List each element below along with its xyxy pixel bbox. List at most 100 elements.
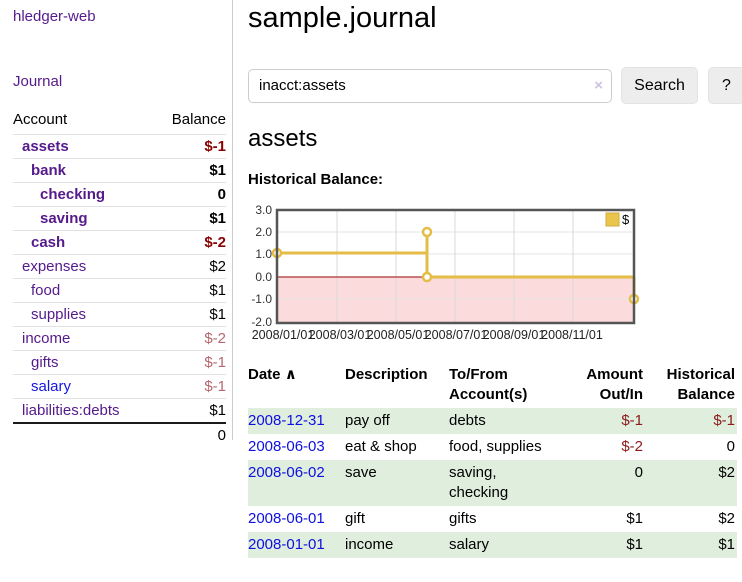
chart-title: Historical Balance: [248,171,384,188]
account-row-bank: bank $1 [13,158,226,182]
description-column-header: Description [345,366,428,383]
register-row[interactable]: 2008-01-01 income salary $1 $1 [248,532,737,558]
account-row-saving: saving $1 [13,206,226,230]
transaction-amount: 0 [561,460,645,506]
register-row[interactable]: 2008-06-03 eat & shop food, supplies $-2… [248,434,737,460]
account-row-assets: assets $-1 [13,134,226,158]
svg-text:2.0: 2.0 [255,225,272,239]
chart-negative-region [278,277,634,323]
transaction-balance: $1 [645,532,737,558]
account-balance: $1 [209,162,226,179]
chart-vertical-grid [336,210,574,323]
search-button[interactable]: Search [621,67,698,104]
account-link[interactable]: salary [31,378,72,395]
account-balance: $-2 [204,234,226,251]
app-brand-link[interactable]: hledger-web [13,8,96,25]
account-balance-table: Account Balance assets $-1 bank $1 check… [13,111,226,447]
transaction-balance: $-1 [645,408,737,434]
transaction-amount: $-1 [561,408,645,434]
amount-column-header: Amount Out/In [586,366,643,403]
account-link[interactable]: income [22,330,71,347]
chart-border [275,208,636,325]
sort-asc-icon: ∧ [284,366,297,383]
legend-label: $ [622,212,630,227]
account-row-checking: checking 0 [13,182,226,206]
transaction-date-link[interactable]: 2008-01-01 [248,536,325,553]
register-row[interactable]: 2008-12-31 pay off debts $-1 $-1 [248,408,737,434]
historical-balance-chart[interactable]: $ 3.0 2.0 1.0 0.0 -1.0 -2.0 2008/01/01 2… [242,198,742,348]
y-axis-ticks: 3.0 2.0 1.0 0.0 -1.0 -2.0 [251,203,272,329]
svg-text:2008/11/01: 2008/11/01 [541,328,603,342]
transaction-balance: 0 [726,438,735,455]
account-link[interactable]: assets [22,138,69,155]
accounts-column-header: To/From Account(s) [449,366,528,403]
register-row[interactable]: 2008-06-01 gift gifts $1 $2 [248,506,737,532]
transaction-balance: $2 [718,510,735,527]
account-row-supplies: supplies $1 [13,302,226,326]
account-link[interactable]: liabilities:debts [22,402,120,419]
svg-text:3.0: 3.0 [255,203,272,217]
transaction-balance: $2 [645,460,737,506]
transaction-date-link[interactable]: 2008-06-03 [248,438,325,455]
svg-text:2008/09/01: 2008/09/01 [483,328,546,342]
sidebar-item-journal[interactable]: Journal [13,73,63,90]
account-link[interactable]: checking [40,186,106,203]
account-column-header: Account [13,111,68,128]
transaction-description: gift [345,510,366,527]
svg-text:2008/05/01: 2008/05/01 [367,328,430,342]
account-link[interactable]: cash [31,234,66,251]
transaction-date-link[interactable]: 2008-06-02 [248,464,325,481]
account-balance: $-1 [204,138,226,155]
transaction-description: pay off [345,408,449,434]
x-axis-ticks: 2008/01/01 2008/03/01 2008/05/01 2008/07… [252,328,603,342]
account-balance: $1 [209,306,226,323]
transaction-description: income [345,532,449,558]
help-button[interactable]: ? [708,67,742,104]
account-balance: $1 [209,210,226,227]
transaction-description: save [345,460,449,506]
account-link[interactable]: bank [31,162,67,179]
balance-column-header: Balance [171,111,226,128]
date-column-header[interactable]: Date ∧ [248,366,297,383]
account-link[interactable]: food [31,282,61,299]
account-total-row: 0 [13,422,226,447]
account-link[interactable]: gifts [31,354,59,371]
account-balance: $-2 [204,330,226,347]
transaction-accounts: food, supplies [449,438,542,455]
account-link[interactable]: expenses [22,258,87,275]
svg-text:2008/07/01: 2008/07/01 [425,328,488,342]
search-input[interactable] [248,68,612,103]
svg-text:2008/03/01: 2008/03/01 [309,328,372,342]
svg-text:1.0: 1.0 [255,247,272,261]
transaction-date-link[interactable]: 2008-12-31 [248,412,325,429]
account-row-gifts: gifts $-1 [13,350,226,374]
register-header-row: Date ∧ Description To/From Account(s) Am… [248,362,737,408]
transaction-accounts: salary [449,532,561,558]
register-row[interactable]: 2008-06-02 save saving, checking 0 $2 [248,460,737,506]
transaction-accounts: saving, checking [449,460,561,506]
page-title: sample.journal [248,2,437,34]
svg-text:-1.0: -1.0 [251,292,272,306]
account-row-salary: salary $-1 [13,374,226,398]
account-row-cash: cash $-2 [13,230,226,254]
register-table: Date ∧ Description To/From Account(s) Am… [248,362,737,558]
account-balance: 0 [217,186,226,203]
account-total-balance: 0 [217,427,226,444]
svg-text:0.0: 0.0 [255,270,272,284]
legend-swatch-icon [605,212,620,227]
account-row-liabilities-debts: liabilities:debts $1 [13,398,226,422]
transaction-amount: $1 [626,510,643,527]
account-balance: $1 [209,282,226,299]
account-balance: $1 [209,402,226,419]
clear-search-icon[interactable]: × [594,76,603,94]
transaction-description: eat & shop [345,438,417,455]
main-content: sample.journal × Search ? assets Histori… [233,0,742,582]
account-row-food: food $1 [13,278,226,302]
account-link[interactable]: supplies [31,306,87,323]
transaction-date-link[interactable]: 2008-06-01 [248,510,325,527]
search-form: × Search ? [248,67,742,104]
account-row-income: income $-2 [13,326,226,350]
sidebar: hledger-web Journal Account Balance asse… [0,0,233,444]
account-link[interactable]: saving [40,210,88,227]
account-row-expenses: expenses $2 [13,254,226,278]
